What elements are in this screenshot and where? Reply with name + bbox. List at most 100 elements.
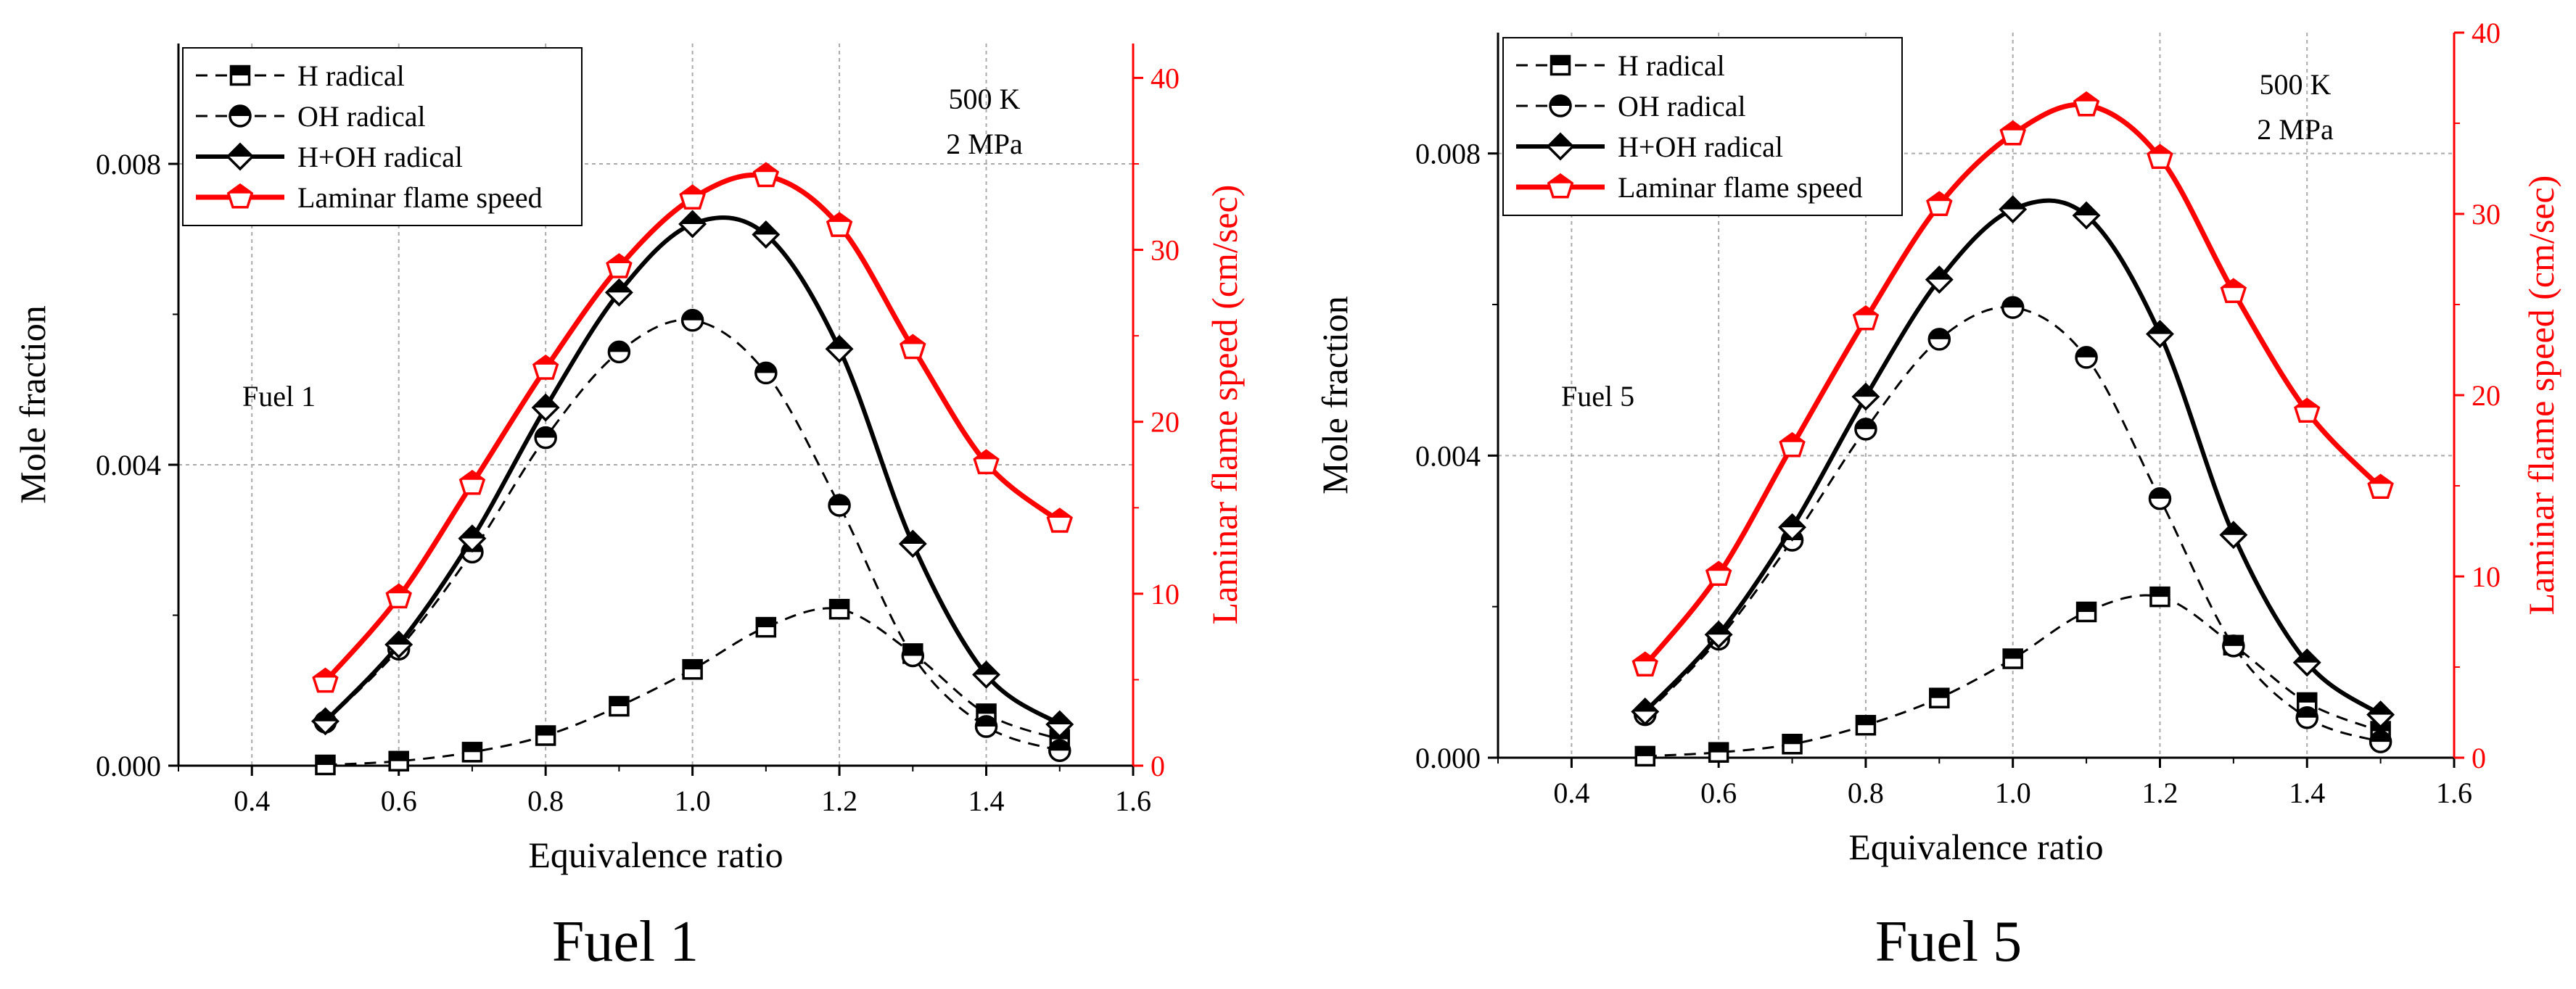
legend-label-h-radical: H radical bbox=[1618, 49, 1725, 82]
data-point-h-oh-radical-8-fill bbox=[900, 531, 926, 544]
legend-marker-oh-radical-fill bbox=[230, 106, 250, 116]
legend: H radical OH radical H+OH radical Laminar f… bbox=[182, 47, 583, 226]
legend-label-h-oh-radical: H+OH radical bbox=[1618, 131, 1783, 163]
data-point-h-oh-radical-4-fill bbox=[606, 280, 632, 293]
legend-marker-oh-radical-fill bbox=[1550, 96, 1571, 106]
data-point-oh-radical-7-fill bbox=[829, 495, 850, 506]
data-point-h-radical-2-fill bbox=[463, 742, 482, 753]
data-point-h-radical-1-fill bbox=[390, 752, 408, 761]
data-point-oh-radical-8-fill bbox=[2223, 635, 2244, 646]
data-point-laminar-flame-speed-6-fill bbox=[2074, 93, 2099, 102]
x-tick-label-1-2: 1.2 bbox=[821, 785, 857, 817]
data-point-h-oh-radical-1-fill bbox=[1706, 622, 1732, 635]
data-point-laminar-flame-speed-0-fill bbox=[1633, 653, 1657, 662]
data-point-laminar-flame-speed-7-fill bbox=[827, 213, 852, 223]
legend-label-h-radical: H radical bbox=[297, 59, 405, 92]
series-laminar-flame-speed bbox=[1631, 91, 2394, 677]
series-h-oh-radical bbox=[310, 210, 1074, 739]
data-point-h-oh-radical-10-fill bbox=[1047, 711, 1072, 724]
y-axis-label: Mole fraction bbox=[12, 305, 53, 504]
series-oh-radical bbox=[1634, 296, 2392, 753]
data-point-h-oh-radical-3-fill bbox=[533, 395, 559, 408]
y-tick-label-0-004: 0.004 bbox=[1415, 439, 1481, 472]
x-tick-label-1-2: 1.2 bbox=[2141, 777, 2178, 809]
legend-marker-laminar-flame-speed-fill bbox=[1548, 175, 1573, 183]
legend-label-oh-radical: OH radical bbox=[297, 100, 426, 133]
y2-tick-label-40: 40 bbox=[2472, 17, 2501, 49]
data-point-h-radical-3-fill bbox=[1856, 716, 1875, 726]
data-point-h-radical-0-fill bbox=[316, 756, 334, 765]
data-point-laminar-flame-speed-10-fill bbox=[2369, 475, 2392, 484]
data-point-h-oh-radical-7-fill bbox=[827, 336, 852, 349]
y-axis-label: Mole fraction bbox=[1314, 296, 1355, 494]
data-point-h-oh-radical-5-fill bbox=[2000, 196, 2025, 210]
x-tick-label-0-8: 0.8 bbox=[1848, 777, 1884, 809]
legend-marker-h-oh-radical-fill bbox=[228, 144, 252, 157]
chart-fuel-1: 0.4 0.6 0.8 1.0 1.2 1.4 1.6 0.000 0.004 0.008 0 10 2… bbox=[12, 44, 1245, 974]
legend: H radical OH radical H+OH radical Laminar f… bbox=[1502, 37, 1903, 216]
data-point-h-radical-3-fill bbox=[536, 727, 555, 736]
data-point-h-radical-9-fill bbox=[2297, 693, 2316, 703]
x-axis-label: Equivalence ratio bbox=[528, 835, 783, 875]
data-point-laminar-flame-speed-2-fill bbox=[1780, 434, 1804, 442]
data-point-oh-radical-9-fill bbox=[976, 716, 997, 727]
data-point-oh-radical-6-fill bbox=[755, 363, 776, 373]
data-point-oh-radical-5-fill bbox=[2002, 297, 2023, 308]
data-point-oh-radical-8-fill bbox=[902, 645, 923, 656]
data-point-laminar-flame-speed-4-fill bbox=[1927, 192, 1951, 202]
series-line-h-radical bbox=[325, 607, 1061, 766]
data-point-h-oh-radical-2-fill bbox=[459, 526, 485, 539]
data-point-laminar-flame-speed-8-fill bbox=[2221, 279, 2245, 289]
y2-tick-label-10: 10 bbox=[1151, 578, 1180, 611]
data-point-oh-radical-9-fill bbox=[2297, 707, 2318, 718]
y2-tick-label-30: 30 bbox=[2472, 198, 2501, 231]
data-point-laminar-flame-speed-8-fill bbox=[901, 335, 925, 344]
data-point-laminar-flame-speed-9-fill bbox=[974, 450, 998, 460]
series-h-oh-radical bbox=[1631, 195, 2395, 729]
data-point-h-oh-radical-6-fill bbox=[2074, 203, 2099, 216]
legend-marker-h-oh-radical-fill bbox=[1548, 134, 1573, 146]
annotation-fuel-label: Fuel 1 bbox=[242, 380, 316, 413]
data-point-h-oh-radical-0-fill bbox=[1632, 699, 1658, 712]
series-laminar-flame-speed bbox=[312, 162, 1073, 693]
y-tick-label-0-000: 0.000 bbox=[96, 750, 161, 782]
x-tick-label-0-4: 0.4 bbox=[234, 785, 270, 817]
data-point-h-radical-0-fill bbox=[1636, 747, 1655, 756]
data-point-laminar-flame-speed-1-fill bbox=[1707, 562, 1731, 571]
y2-tick-label-40: 40 bbox=[1151, 62, 1180, 94]
y2-tick-label-10: 10 bbox=[2472, 560, 2501, 593]
data-point-h-oh-radical-8-fill bbox=[2221, 522, 2246, 535]
legend-label-h-oh-radical: H+OH radical bbox=[297, 141, 463, 173]
legend-label-laminar-flame-speed: Laminar flame speed bbox=[297, 181, 543, 214]
data-point-oh-radical-6-fill bbox=[2076, 347, 2097, 357]
data-point-h-oh-radical-5-fill bbox=[680, 212, 705, 224]
y2-tick-label-0: 0 bbox=[1151, 750, 1165, 782]
data-point-laminar-flame-speed-9-fill bbox=[2295, 399, 2319, 408]
data-point-h-radical-7-fill bbox=[2150, 587, 2169, 597]
data-point-oh-radical-10-fill bbox=[2370, 732, 2391, 742]
data-point-laminar-flame-speed-7-fill bbox=[2148, 145, 2172, 154]
x-axis-label: Equivalence ratio bbox=[1848, 827, 2103, 867]
y2-tick-label-30: 30 bbox=[1151, 234, 1180, 267]
annotation-fuel-label: Fuel 5 bbox=[1561, 380, 1634, 413]
annotation-temperature: 500 K bbox=[2260, 68, 2332, 101]
x-tick-label-0-6: 0.6 bbox=[381, 785, 417, 817]
x-tick-label-0-8: 0.8 bbox=[527, 785, 564, 817]
series-line-h-radical bbox=[1645, 594, 2382, 758]
x-tick-label-1-6: 1.6 bbox=[2436, 777, 2472, 809]
legend-label-laminar-flame-speed: Laminar flame speed bbox=[1618, 171, 1863, 204]
data-point-oh-radical-5-fill bbox=[682, 310, 703, 320]
data-point-h-oh-radical-7-fill bbox=[2147, 321, 2173, 334]
data-point-h-radical-4-fill bbox=[1930, 689, 1949, 698]
data-point-laminar-flame-speed-10-fill bbox=[1048, 509, 1071, 518]
chart-caption: Fuel 5 bbox=[1875, 910, 2022, 974]
data-point-h-oh-radical-2-fill bbox=[1779, 515, 1805, 528]
series-line-oh-radical bbox=[1644, 306, 2382, 743]
x-tick-label-1-0: 1.0 bbox=[1995, 777, 2031, 809]
chart-caption: Fuel 1 bbox=[552, 910, 699, 974]
x-tick-label-1-0: 1.0 bbox=[675, 785, 711, 817]
legend-marker-h-radical-fill bbox=[1551, 56, 1570, 65]
y-tick-label-0-004: 0.004 bbox=[96, 449, 161, 481]
data-point-oh-radical-3-fill bbox=[1855, 418, 1876, 429]
data-point-h-oh-radical-0-fill bbox=[313, 708, 338, 721]
